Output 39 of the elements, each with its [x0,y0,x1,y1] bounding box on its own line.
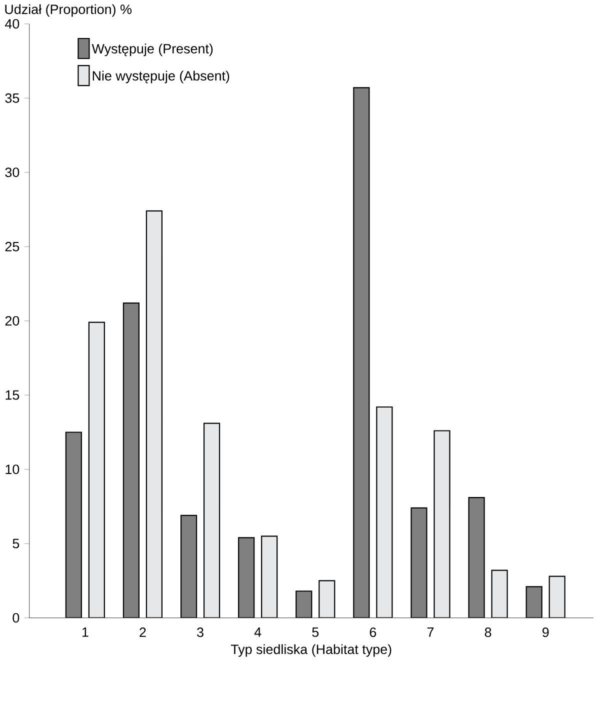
x-tick-label: 3 [197,628,204,638]
legend-label: Występuje (Present) [92,44,213,56]
bar [238,537,255,618]
bar [261,536,278,618]
bar [434,430,450,618]
y-tick-label: 0 [12,613,20,623]
bar [146,210,163,618]
x-tick-label: 8 [484,628,492,638]
legend-label: Nie występuje (Absent) [92,70,230,84]
x-tick-label: 1 [82,628,88,637]
x-tick-label: 5 [312,628,319,637]
y-tick-label: 25 [5,242,20,252]
bar [410,507,428,618]
bar [526,586,542,618]
bar [318,580,336,618]
y-tick-label: 40 [5,19,20,29]
y-axis-title: Udział (Proportion) % [5,4,132,17]
x-tick-label: 6 [370,628,376,638]
y-tick-label: 5 [12,538,20,548]
bar [468,497,485,618]
y-tick-label: 35 [5,93,20,103]
x-tick-label: 2 [140,628,146,637]
y-tick-label: 30 [5,168,20,178]
y-tick-label: 10 [6,464,20,474]
bar [296,590,312,618]
bar [353,87,370,618]
x-tick-label: 4 [254,628,262,637]
y-tick-label: 20 [5,316,20,326]
bar [203,422,220,618]
bar [65,432,82,618]
x-tick-label: 7 [427,628,434,637]
y-tick-label: 15 [6,390,20,400]
x-tick-label: 9 [542,628,549,638]
bar [548,576,566,618]
bar [376,406,393,618]
bar [180,514,198,618]
x-axis-title: Typ siedliska (Habitat type) [230,644,392,657]
bar [88,322,105,618]
bar [122,302,140,618]
